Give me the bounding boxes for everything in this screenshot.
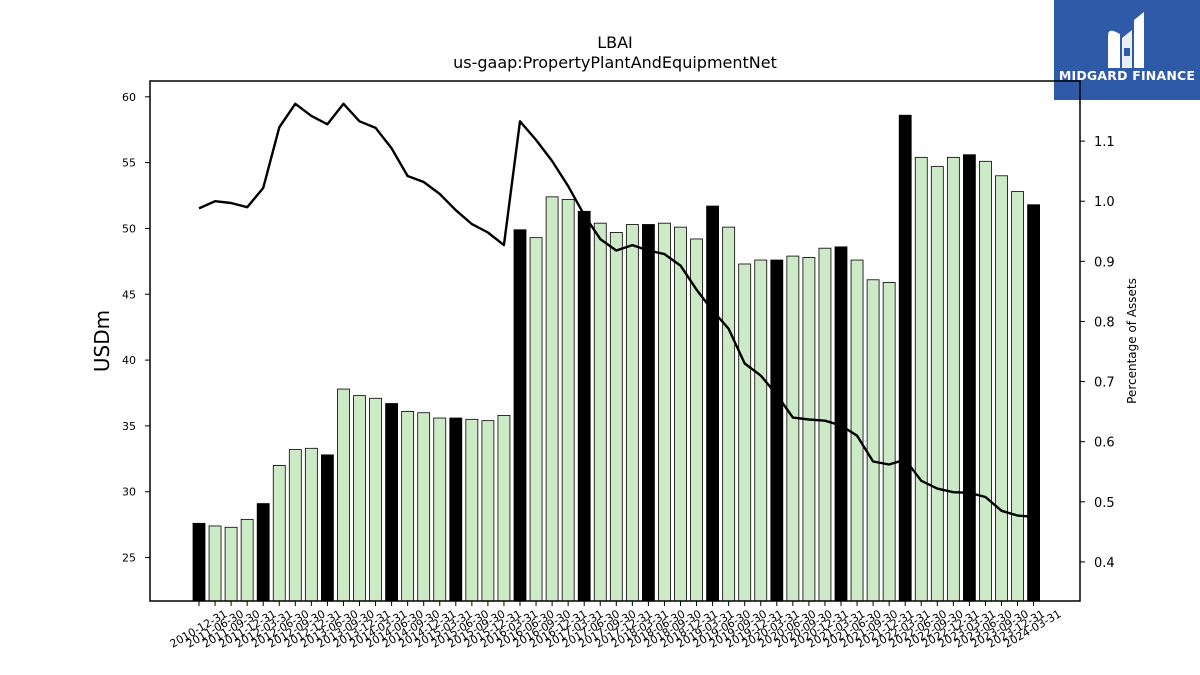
y2-tick-label: 0.7 xyxy=(1094,376,1115,391)
line-series xyxy=(198,102,1034,518)
bar xyxy=(674,226,687,602)
y2-tick-label: 1.1 xyxy=(1094,135,1115,150)
bar xyxy=(802,257,816,602)
bar xyxy=(497,414,511,602)
y-axis-right: 0.4 0.5 0.6 0.7 0.8 0.9 1.0 1.1 xyxy=(1080,135,1115,571)
x-axis: 2010-12-312011-06-302011-09-302011-12-31… xyxy=(168,601,1064,651)
bar xyxy=(1027,204,1040,602)
bar xyxy=(866,279,880,602)
bar xyxy=(930,166,944,602)
bar xyxy=(545,196,559,602)
bar xyxy=(995,175,1008,602)
bar xyxy=(770,259,784,602)
bar xyxy=(963,154,976,602)
bar xyxy=(882,282,896,602)
bar xyxy=(288,449,302,602)
bar xyxy=(224,526,238,602)
chart-subtitle: us-gaap:PropertyPlantAndEquipmentNet xyxy=(453,53,777,72)
y-tick-label: 35 xyxy=(122,420,136,433)
midgard-logo-icon xyxy=(1108,12,1144,69)
bar xyxy=(385,403,399,602)
y-tick-label: 30 xyxy=(122,486,136,499)
bar-series xyxy=(192,114,1040,602)
y2-tick-label: 1.0 xyxy=(1094,195,1115,210)
y-tick-label: 25 xyxy=(122,552,136,565)
bar xyxy=(561,199,575,602)
bar xyxy=(754,259,768,602)
bar xyxy=(369,397,382,602)
y-tick-label: 60 xyxy=(122,91,136,104)
bar xyxy=(738,263,752,602)
chart-title: LBAI xyxy=(597,33,633,52)
bar xyxy=(433,417,447,602)
bar xyxy=(240,518,254,602)
bar xyxy=(337,388,350,602)
y2-tick-label: 0.8 xyxy=(1094,315,1115,330)
bar xyxy=(818,247,832,602)
bar xyxy=(706,205,719,602)
bar xyxy=(465,418,479,602)
bar xyxy=(272,465,286,602)
bar xyxy=(208,525,222,602)
y-tick-label: 55 xyxy=(122,157,136,170)
bar xyxy=(593,222,607,602)
bar xyxy=(946,156,960,602)
bar xyxy=(914,156,928,602)
bar xyxy=(642,224,655,602)
percentage-of-assets-line xyxy=(198,102,1034,518)
bar xyxy=(192,522,206,602)
bar xyxy=(722,226,736,602)
bar xyxy=(513,229,527,602)
bar xyxy=(898,114,912,602)
bar xyxy=(1011,191,1024,602)
bar xyxy=(449,417,463,602)
y2-tick-label: 0.4 xyxy=(1094,556,1115,571)
bar xyxy=(304,447,318,602)
plot-frame xyxy=(149,80,1081,602)
y2-tick-label: 0.9 xyxy=(1094,255,1115,270)
bar xyxy=(979,160,992,602)
bar xyxy=(609,231,623,602)
bar xyxy=(353,395,366,602)
bar xyxy=(850,259,864,602)
brand-name: MIDGARD FINANCE xyxy=(1058,68,1196,83)
y-axis-left: 25 30 35 40 45 50 55 60 xyxy=(122,91,150,565)
bar xyxy=(320,454,334,602)
y-axis-label: USDm xyxy=(90,310,114,372)
y2-axis-label: Percentage of Assets xyxy=(1125,278,1139,404)
bar xyxy=(256,503,270,602)
bar xyxy=(577,210,591,602)
bar xyxy=(529,237,543,602)
bar xyxy=(417,412,431,602)
y-tick-label: 45 xyxy=(122,288,136,301)
y-tick-label: 50 xyxy=(122,222,136,235)
y2-tick-label: 0.5 xyxy=(1094,496,1115,511)
bar xyxy=(658,222,671,602)
bar xyxy=(786,255,800,602)
bar xyxy=(481,420,495,602)
brand-logo: MIDGARD FINANCE xyxy=(1054,0,1200,100)
bar xyxy=(401,411,415,602)
y-tick-label: 40 xyxy=(122,354,136,367)
y2-tick-label: 0.6 xyxy=(1094,436,1115,451)
bar xyxy=(625,224,639,602)
